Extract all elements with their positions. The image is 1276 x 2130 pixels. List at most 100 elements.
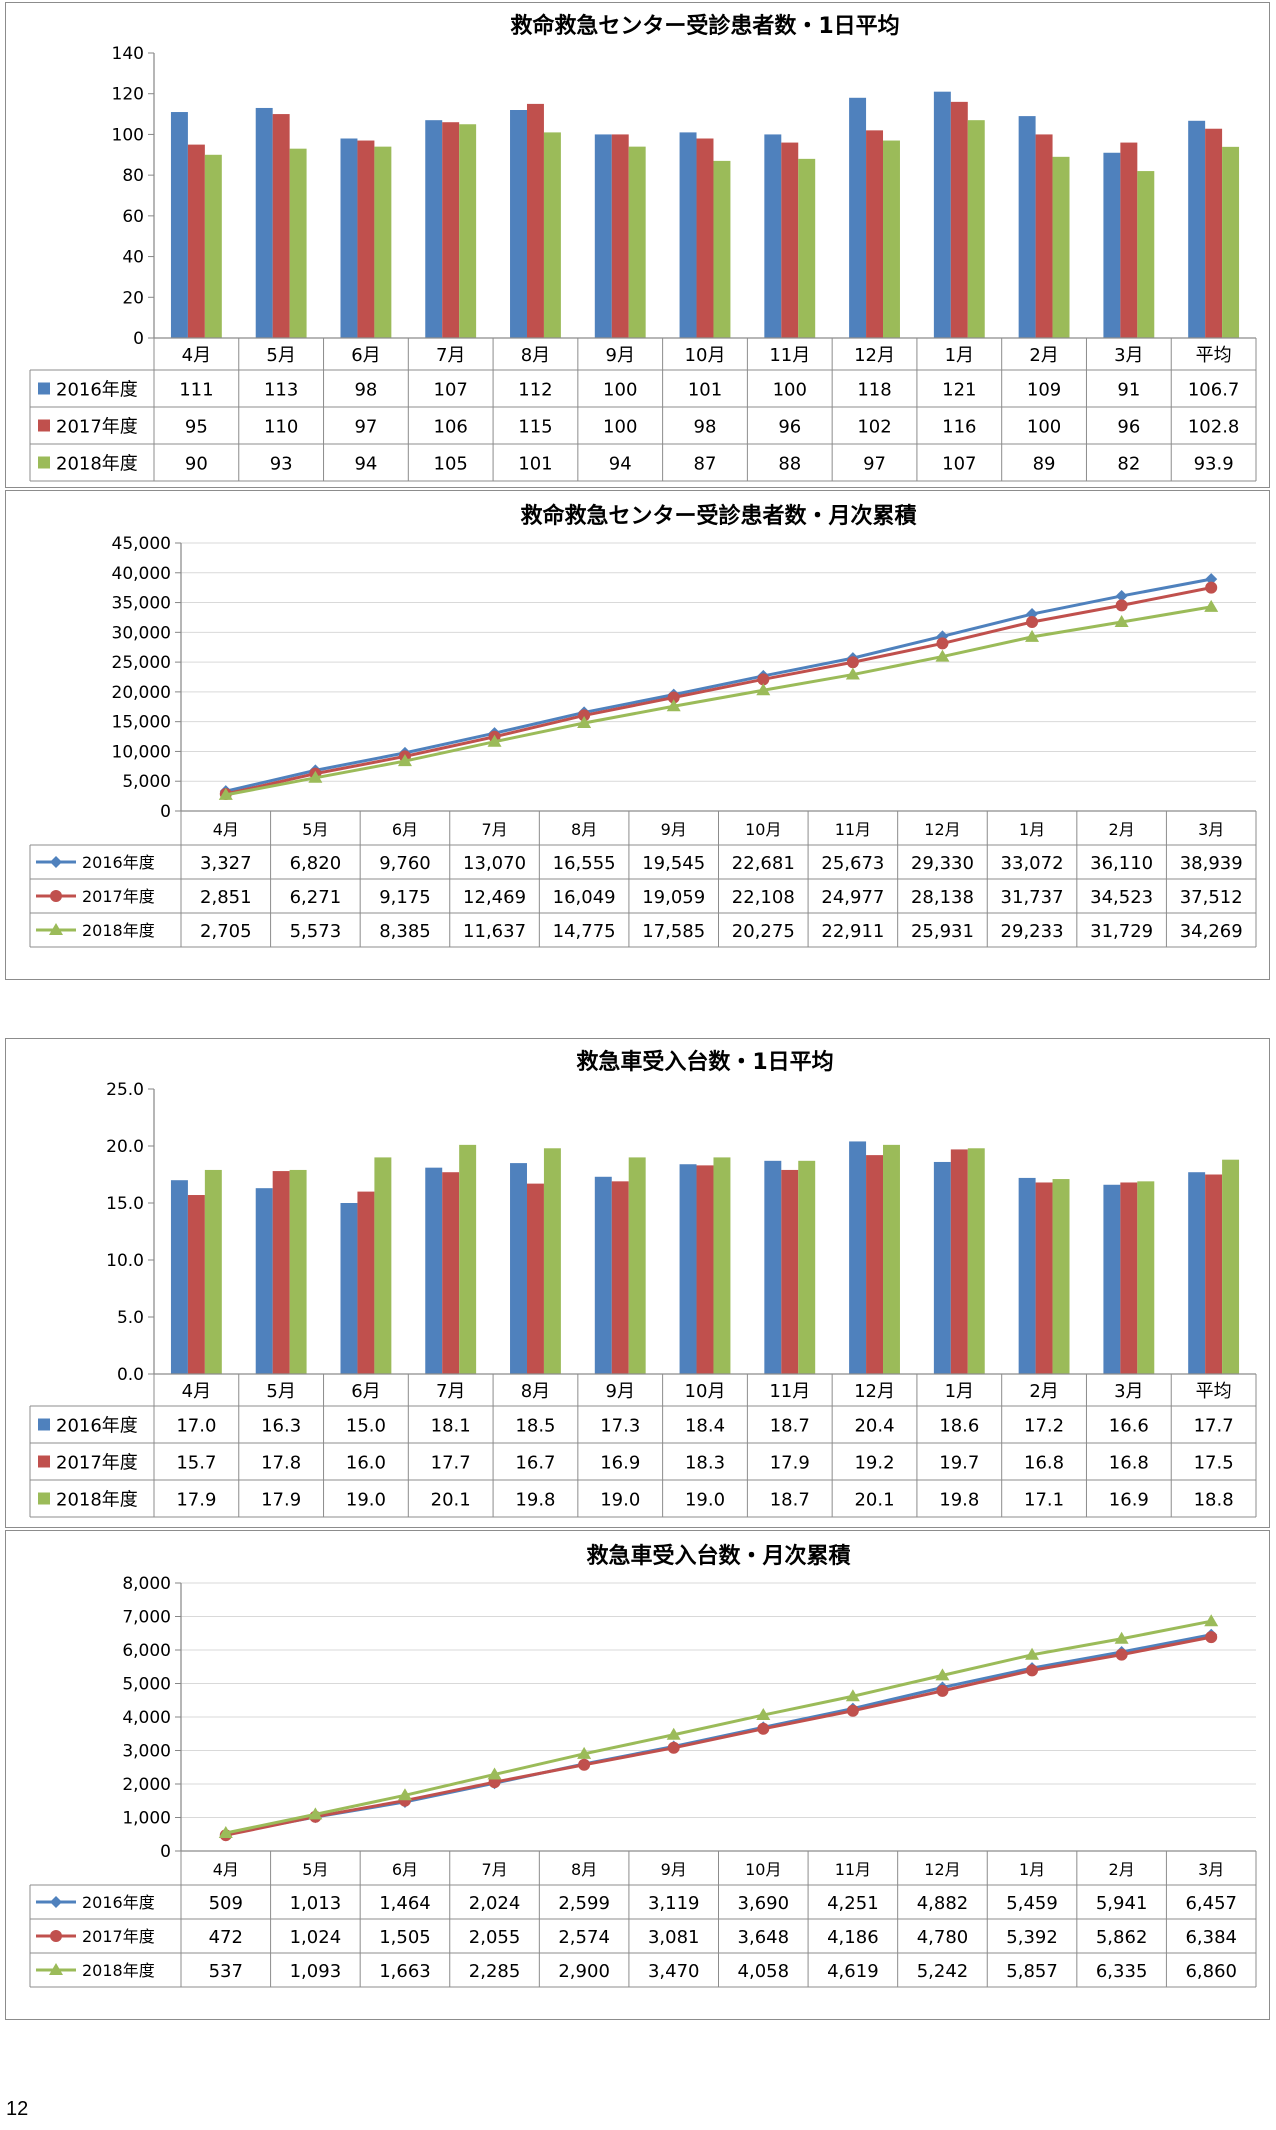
chart-2-data-label: 6,820 xyxy=(290,853,342,874)
chart-3-title: 救急車受入台数・1日平均 xyxy=(576,1049,833,1075)
chart-3-bar xyxy=(1035,1182,1053,1374)
chart-4-category-label: 8月 xyxy=(571,1860,597,1879)
chart-2-data-label: 31,729 xyxy=(1090,921,1153,942)
chart-1-bar xyxy=(187,144,205,338)
chart-3-bar xyxy=(1222,1159,1240,1374)
chart-2-data-label: 22,911 xyxy=(821,921,884,942)
chart-4-data-label: 1,093 xyxy=(290,1961,342,1982)
chart-3-bar xyxy=(543,1148,561,1374)
chart-3-bar xyxy=(1103,1184,1121,1374)
chart-3-bar xyxy=(357,1191,375,1374)
chart-1-data-label: 113 xyxy=(264,380,298,401)
chart-3-category-label: 10月 xyxy=(685,1381,726,1402)
chart-4-category-label: 10月 xyxy=(745,1860,781,1879)
chart-1-bar xyxy=(798,158,816,338)
chart-1-data-label: 112 xyxy=(518,380,552,401)
chart-2-point xyxy=(666,699,681,712)
chart-2-data-label: 5,573 xyxy=(290,921,342,942)
chart-3-bar xyxy=(713,1157,731,1374)
chart-1-group: 救命救急センター受診患者数・1日平均 0 20 40 60 80 100 120 140 4月 5月… xyxy=(29,13,1257,482)
chart-1-data-label: 102.8 xyxy=(1188,417,1240,438)
chart-4-series-line xyxy=(225,1619,1212,1835)
chart-2-data-label: 24,977 xyxy=(821,887,884,908)
chart-4-data-label: 2,024 xyxy=(469,1893,521,1914)
chart-2-data-label: 17,585 xyxy=(642,921,705,942)
chart-2-ytick-label: 25,000 xyxy=(112,653,171,673)
chart-2-point xyxy=(308,770,323,783)
chart-1-bar xyxy=(374,146,392,338)
chart-2-category-label: 8月 xyxy=(571,820,597,839)
chart-2-point xyxy=(577,716,592,729)
chart-3-data-label: 17.0 xyxy=(176,1416,216,1437)
chart-4-series-line xyxy=(225,1635,1212,1837)
chart-3-bar xyxy=(1188,1172,1206,1374)
chart-1-bar xyxy=(594,134,612,338)
chart-3-bar xyxy=(1018,1177,1036,1374)
chart-3-category-label: 6月 xyxy=(351,1381,380,1402)
chart-1-bar xyxy=(950,101,968,338)
chart-3-category-label: 12月 xyxy=(854,1381,895,1402)
chart-4-data-label: 3,690 xyxy=(738,1893,790,1914)
chart-1-bar xyxy=(543,132,561,338)
chart-4-data-label: 5,941 xyxy=(1096,1893,1148,1914)
chart-4-data-label: 1,024 xyxy=(290,1927,342,1948)
chart-1-legend-key xyxy=(38,456,50,469)
chart-3-bar xyxy=(967,1148,985,1374)
chart-3-data-label: 20.4 xyxy=(854,1416,894,1437)
chart-1-bar xyxy=(1137,171,1155,338)
chart-4-data-label: 6,457 xyxy=(1185,1893,1237,1914)
chart-4-data-label: 3,081 xyxy=(648,1927,700,1948)
chart-2-data-label: 28,138 xyxy=(911,887,974,908)
chart-1-legend-label: 2017年度 xyxy=(56,417,138,438)
chart-2-data-label: 11,637 xyxy=(463,921,526,942)
chart-3-bar xyxy=(425,1167,443,1374)
chart-3-data-label: 17.5 xyxy=(1194,1453,1234,1474)
chart-4-data-label: 6,335 xyxy=(1096,1961,1148,1982)
chart-3-category-label: 8月 xyxy=(521,1381,550,1402)
chart-2-ytick-label: 5,000 xyxy=(122,772,171,792)
chart-4-point xyxy=(1114,1631,1129,1644)
chart-4-group: 救急車受入台数・月次累積 0 1,000 2,000 3,000 4,000 5,000 6,… xyxy=(29,1543,1257,1988)
chart-4-category-label: 4月 xyxy=(213,1860,239,1879)
chart-4-point xyxy=(578,1758,591,1771)
chart-4-point xyxy=(1025,1647,1040,1660)
chart-1-category-label: 12月 xyxy=(854,345,895,366)
chart-1-ytick-label: 100 xyxy=(112,125,144,145)
chart-4-title: 救急車受入台数・月次累積 xyxy=(586,1543,851,1569)
chart-4-point xyxy=(666,1727,681,1740)
chart-2-point xyxy=(756,683,771,696)
chart-4-data-label: 1,505 xyxy=(379,1927,431,1948)
chart-1-legend-label: 2016年度 xyxy=(56,380,138,401)
chart-1-ytick-label: 40 xyxy=(122,248,144,268)
chart-3-bar xyxy=(866,1155,884,1374)
chart-4-data-label: 1,663 xyxy=(379,1961,431,1982)
chart-4-legend-marker xyxy=(49,1963,63,1975)
chart-3-data-label: 17.9 xyxy=(770,1453,810,1474)
chart-2-point xyxy=(846,656,859,669)
chart-4-point xyxy=(1205,1631,1218,1644)
chart-1-category-label: 8月 xyxy=(521,345,550,366)
chart-2-point xyxy=(397,754,412,767)
chart-2-point xyxy=(757,673,770,686)
chart-2-category-label: 6月 xyxy=(392,820,418,839)
chart-4-point xyxy=(397,1788,412,1801)
chart-2-data-label: 13,070 xyxy=(463,853,526,874)
chart-1-legend-label: 2018年度 xyxy=(56,454,138,475)
chart-1-bar xyxy=(866,130,884,338)
chart-3-bar xyxy=(883,1144,900,1374)
chart-1-ytick-label: 0 xyxy=(133,329,144,349)
chart-4-data-label: 4,251 xyxy=(827,1893,879,1914)
chart-1-data-label: 87 xyxy=(694,454,717,475)
chart-4-category-label: 2月 xyxy=(1109,1860,1135,1879)
chart-2-category-label: 4月 xyxy=(213,820,239,839)
chart-1-data-label: 107 xyxy=(942,454,976,475)
chart-4-category-label: 7月 xyxy=(481,1860,507,1879)
chart-4-category-label: 1月 xyxy=(1019,1860,1045,1879)
chart-4-legend-marker xyxy=(50,1896,62,1908)
chart-1-bar xyxy=(781,142,799,338)
chart-1-data-label: 101 xyxy=(688,380,722,401)
chart-4-data-label: 472 xyxy=(209,1927,243,1948)
chart-1-bar xyxy=(696,138,714,338)
chart-3-bar xyxy=(187,1195,205,1374)
chart-1-bar xyxy=(425,120,443,338)
